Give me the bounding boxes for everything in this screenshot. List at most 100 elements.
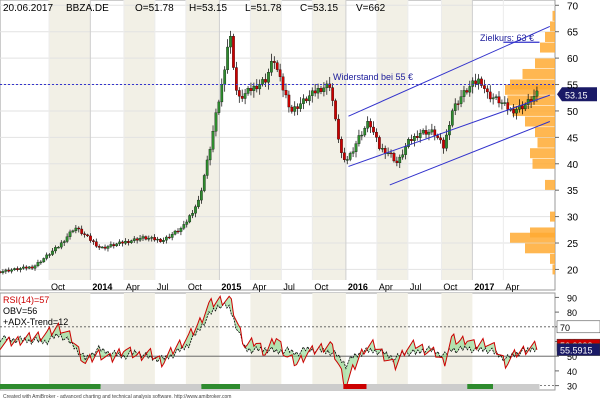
volume-profile-bar xyxy=(537,137,555,148)
candle-body xyxy=(68,231,72,237)
candle-body xyxy=(433,129,437,136)
candle-body xyxy=(372,126,375,133)
candle-body xyxy=(59,242,63,248)
candle-body xyxy=(281,76,285,91)
candle-body xyxy=(188,215,192,223)
band-price xyxy=(185,0,220,280)
band-price xyxy=(376,0,408,280)
candle-body xyxy=(135,238,139,241)
candle-body xyxy=(0,271,2,273)
band-price xyxy=(250,0,282,280)
candle-body xyxy=(325,83,329,89)
candle-body xyxy=(398,156,402,164)
candle-body xyxy=(468,86,472,93)
candle-body xyxy=(404,146,407,155)
candle-body xyxy=(150,237,154,239)
price-y-tick-label: 50 xyxy=(567,107,579,118)
volume-profile-bar xyxy=(525,116,555,127)
candle-body xyxy=(118,241,121,245)
candle-body xyxy=(19,268,22,270)
candle-body xyxy=(54,247,57,252)
candle-body xyxy=(159,238,162,242)
candle-body xyxy=(138,238,142,241)
volume-profile-bar xyxy=(552,10,555,21)
candle-body xyxy=(94,241,98,247)
candle-body xyxy=(264,79,267,83)
candle-body xyxy=(305,98,308,102)
volume-profile-bar xyxy=(505,84,555,95)
header-date: 20.06.2017 xyxy=(3,3,53,14)
candle-body xyxy=(100,246,104,249)
candle-body xyxy=(535,90,539,97)
candle-body xyxy=(27,266,31,269)
candle-body xyxy=(415,136,419,138)
adx-strip-segment xyxy=(493,384,540,389)
candle-body xyxy=(191,213,194,216)
candle-body xyxy=(13,268,16,271)
candle-body xyxy=(237,90,241,97)
candle-body xyxy=(77,227,81,230)
footer-credit: Created with AmiBroker - advanced charti… xyxy=(3,394,231,400)
candle-body xyxy=(477,78,480,84)
candle-body xyxy=(345,159,349,161)
x-tick-label: Apr xyxy=(126,282,140,292)
x-tick-label: 2015 xyxy=(221,282,241,292)
volume-profile-bar xyxy=(532,158,555,169)
volume-profile-bar xyxy=(545,179,555,190)
candle-body xyxy=(162,240,165,242)
volume-profile-bar xyxy=(510,232,555,243)
candle-body xyxy=(194,206,197,214)
header-open: O=51.78 xyxy=(135,3,174,14)
candle-body xyxy=(351,151,355,154)
candle-body xyxy=(211,131,215,150)
candle-body xyxy=(226,46,229,71)
candle-body xyxy=(48,254,51,256)
candle-body xyxy=(360,134,364,137)
candle-body xyxy=(129,240,133,243)
candle-body xyxy=(328,83,332,88)
volume-profile-bar xyxy=(552,264,555,275)
volume-profile-bar xyxy=(522,68,555,79)
candle-body xyxy=(483,85,486,89)
candle-body xyxy=(202,175,206,191)
ind-value-box xyxy=(556,343,600,356)
candle-body xyxy=(103,246,107,249)
volume-profile-bar xyxy=(535,127,555,138)
candle-body xyxy=(389,152,393,155)
ind-value-box xyxy=(556,320,600,334)
x-tick-label: Oct xyxy=(443,282,458,292)
candle-body xyxy=(240,96,244,99)
candle-body xyxy=(337,118,340,140)
candle-body xyxy=(65,236,69,242)
candle-body xyxy=(16,268,19,270)
candle-body xyxy=(284,90,288,96)
x-tick-label: Jul xyxy=(283,282,295,292)
candle-body xyxy=(296,106,299,109)
candle-body xyxy=(395,160,399,164)
ind-y-tick-label: 50 xyxy=(567,352,577,362)
candle-body xyxy=(97,246,101,248)
adx-strip-segment xyxy=(100,384,202,389)
candle-body xyxy=(217,101,221,113)
candle-body xyxy=(445,134,448,149)
price-y-tick-label: 45 xyxy=(567,133,579,144)
candle-body xyxy=(106,246,110,249)
candle-body xyxy=(83,233,86,235)
candle-body xyxy=(86,234,89,237)
ind-y-tick-label: 30 xyxy=(567,382,577,392)
volume-profile-bar xyxy=(545,31,555,42)
price-y-tick-label: 30 xyxy=(567,213,579,224)
price-y-tick-label: 40 xyxy=(567,160,579,171)
candle-body xyxy=(182,224,186,229)
header-close: C=53.15 xyxy=(300,3,339,14)
candle-body xyxy=(354,143,358,152)
candle-body xyxy=(89,235,92,241)
candle-body xyxy=(261,79,264,85)
candle-body xyxy=(340,138,343,153)
band-price xyxy=(123,0,155,280)
candle-body xyxy=(275,62,279,70)
candle-body xyxy=(413,136,416,141)
candle-body xyxy=(450,110,454,126)
candle-body xyxy=(278,69,282,77)
price-y-tick-label: 55 xyxy=(567,81,579,92)
